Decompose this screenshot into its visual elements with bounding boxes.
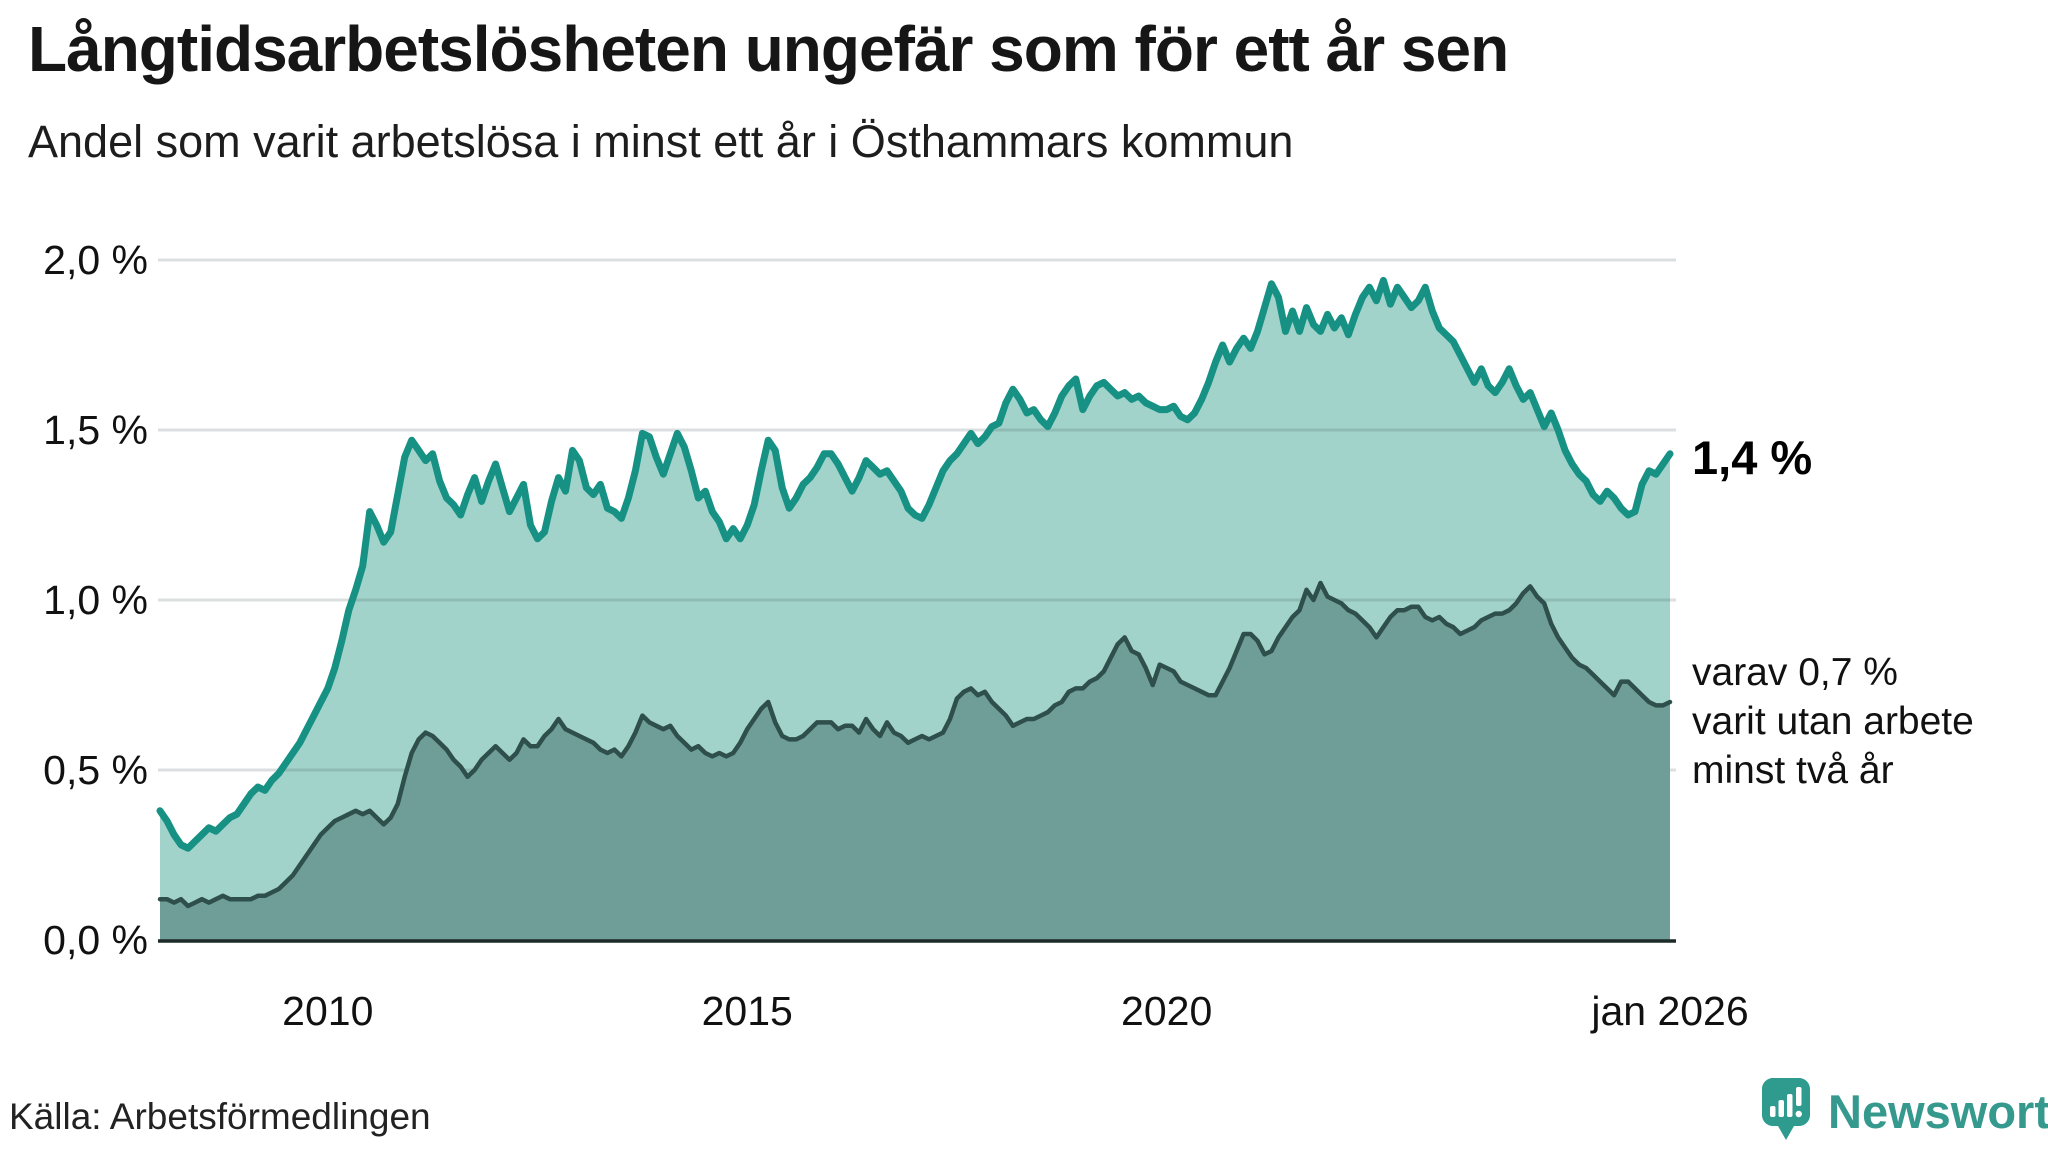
end-value-label-total: 1,4 % — [1692, 431, 1813, 484]
newsworthy-logo: Newsworthy — [1758, 1076, 2048, 1146]
y-axis-tick-label: 0,0 % — [43, 917, 148, 963]
newsworthy-logo-icon — [1762, 1078, 1810, 1140]
x-axis-tick-label: jan 2026 — [1591, 988, 1749, 1034]
x-axis-tick-label: 2015 — [701, 988, 793, 1034]
line-total-series — [156, 276, 1674, 852]
y-axis-tick-label: 1,0 % — [43, 577, 148, 623]
x-axis-tick-label: 2020 — [1121, 988, 1213, 1034]
page-title: Långtidsarbetslösheten ungefär som för e… — [28, 13, 1509, 85]
chart-subtitle: Andel som varit arbetslösa i minst ett å… — [28, 116, 1294, 167]
end-label-sub-line: varav 0,7 % — [1692, 651, 1898, 694]
end-label-sub-line: varit utan arbete — [1692, 700, 1974, 744]
end-label-sub-line: minst två år — [1692, 749, 1894, 793]
line-two-year-series — [157, 580, 1673, 909]
end-value-label-two-year: varav 0,7 % varit utan arbete minst två år — [1692, 648, 1974, 795]
y-axis-tick-label: 2,0 % — [43, 237, 148, 283]
newsworthy-logo-text: Newsworthy — [1828, 1084, 2048, 1138]
y-axis-tick-label: 0,5 % — [43, 747, 148, 793]
area-two-year-series — [160, 583, 1670, 940]
source-note: Källa: Arbetsförmedlingen — [9, 1096, 431, 1137]
x-axis-tick-label: 2010 — [282, 988, 374, 1034]
y-axis-tick-label: 1,5 % — [43, 407, 148, 453]
